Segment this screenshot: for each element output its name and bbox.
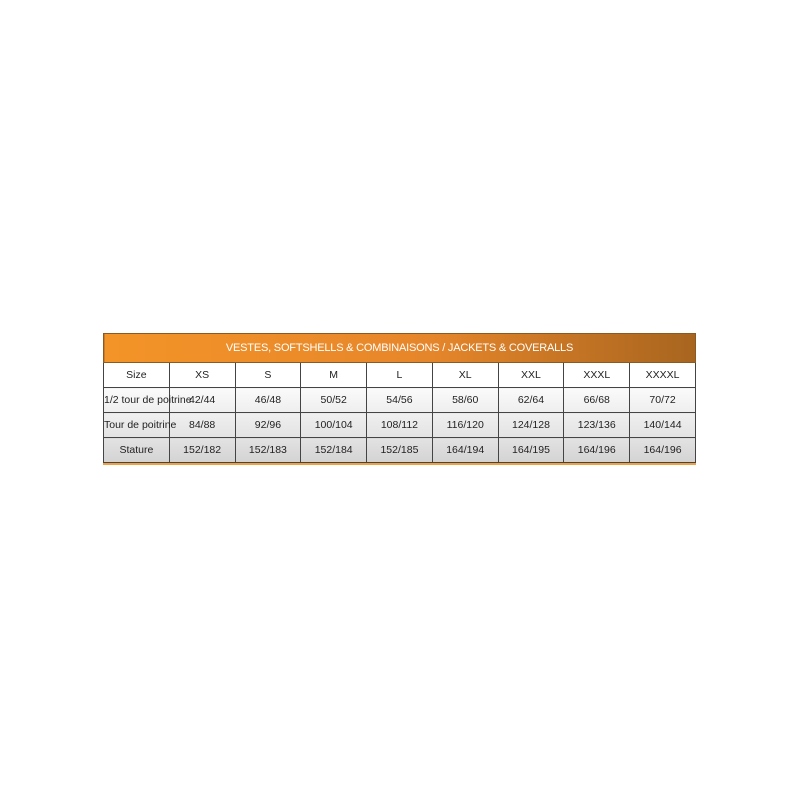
table-cell: 54/56: [366, 387, 433, 413]
table-cell: 152/185: [366, 437, 433, 463]
table-cell: XXXL: [563, 362, 631, 388]
table-cell: 124/128: [497, 412, 565, 438]
table-cell: 66/68: [563, 387, 631, 413]
table-cell: 164/194: [431, 437, 499, 463]
row-label: 1/2 tour de poitrine: [103, 387, 192, 413]
table-cell: 70/72: [629, 387, 696, 413]
table-cell: 108/112: [366, 412, 433, 438]
table-cell: 164/196: [563, 437, 631, 463]
table-cell: 116/120: [431, 412, 499, 438]
table-cell: 100/104: [300, 412, 368, 438]
table-cell: L: [366, 362, 433, 388]
table-cell: 164/195: [497, 437, 565, 463]
table-cell: S: [234, 362, 302, 388]
table-cell: 92/96: [234, 412, 302, 438]
row-label: Stature: [103, 437, 170, 463]
table-row: 1/2 tour de poitrine 42/44 46/48 50/52 54/56…: [103, 387, 696, 413]
table-cell: 152/183: [234, 437, 302, 463]
table-row: Stature 152/182 152/183 152/184 152/185 164/1…: [103, 437, 696, 463]
table-cell: 152/182: [168, 437, 236, 463]
row-label: Tour de poitrine: [103, 412, 176, 438]
table-cell: 123/136: [563, 412, 631, 438]
bottom-accent-line: [103, 463, 696, 465]
table-row: Size XS S M L XL XXL XXXL XXXXL: [103, 362, 696, 388]
table-cell: 58/60: [431, 387, 499, 413]
table-cell: 50/52: [300, 387, 368, 413]
row-label: Size: [103, 362, 170, 388]
table-cell: 42/44: [168, 387, 236, 413]
size-chart-table: VESTES, SOFTSHELLS & COMBINAISONS / JACK…: [103, 333, 696, 463]
table-cell: 62/64: [497, 387, 565, 413]
table-cell: 152/184: [300, 437, 368, 463]
table-cell: 140/144: [629, 412, 696, 438]
table-cell: 164/196: [629, 437, 696, 463]
table-cell: 46/48: [234, 387, 302, 413]
table-cell: 84/88: [168, 412, 236, 438]
table-title: VESTES, SOFTSHELLS & COMBINAISONS / JACK…: [103, 333, 696, 363]
table-cell: M: [300, 362, 368, 388]
table-cell: XXL: [497, 362, 565, 388]
table-cell: XXXXL: [629, 362, 696, 388]
table-cell: XS: [168, 362, 236, 388]
table-cell: XL: [431, 362, 499, 388]
table-row: Tour de poitrine 84/88 92/96 100/104 108/112…: [103, 412, 696, 438]
